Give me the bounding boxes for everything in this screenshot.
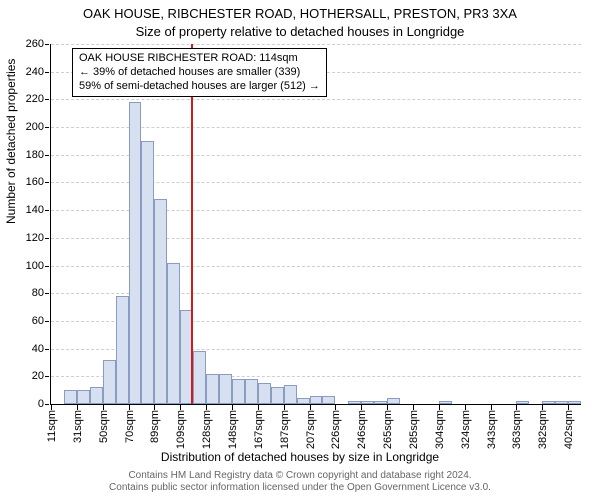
- x-tick-label: 11sqm: [46, 410, 58, 450]
- y-tick-label: 80: [16, 287, 44, 299]
- chart-container: OAK HOUSE, RIBCHESTER ROAD, HOTHERSALL, …: [0, 0, 600, 500]
- y-tick: [45, 127, 49, 128]
- x-tick-label: 207sqm: [305, 410, 317, 450]
- y-tick-label: 160: [16, 176, 44, 188]
- x-tick-label: 167sqm: [253, 410, 265, 450]
- y-tick: [45, 376, 49, 377]
- histogram-bar: [568, 401, 581, 404]
- histogram-bar: [141, 141, 154, 404]
- histogram-bar: [387, 398, 400, 404]
- y-tick-label: 140: [16, 204, 44, 216]
- histogram-bar: [64, 390, 77, 404]
- x-tick-label: 50sqm: [98, 410, 110, 450]
- histogram-bar: [374, 401, 387, 404]
- footer-line1: Contains HM Land Registry data © Crown c…: [128, 470, 471, 481]
- histogram-bar: [258, 383, 271, 404]
- title-subtitle: Size of property relative to detached ho…: [0, 24, 600, 39]
- annotation-line1: OAK HOUSE RIBCHESTER ROAD: 114sqm: [79, 52, 298, 64]
- y-tick: [45, 182, 49, 183]
- title-address: OAK HOUSE, RIBCHESTER ROAD, HOTHERSALL, …: [0, 6, 600, 21]
- histogram-bar: [167, 263, 180, 404]
- histogram-bar: [129, 102, 142, 404]
- histogram-bar: [245, 379, 258, 404]
- x-tick-label: 128sqm: [201, 410, 213, 450]
- gridline: [51, 99, 581, 100]
- y-tick: [45, 155, 49, 156]
- x-tick-label: 285sqm: [408, 410, 420, 450]
- y-tick-label: 120: [16, 232, 44, 244]
- x-tick-label: 246sqm: [356, 410, 368, 450]
- annotation-box: OAK HOUSE RIBCHESTER ROAD: 114sqm ← 39% o…: [72, 48, 327, 97]
- x-tick-label: 70sqm: [124, 410, 136, 450]
- x-tick-label: 343sqm: [486, 410, 498, 450]
- y-tick-label: 0: [16, 398, 44, 410]
- histogram-bar: [90, 387, 103, 404]
- x-axis-label: Distribution of detached houses by size …: [0, 450, 600, 464]
- y-tick: [45, 238, 49, 239]
- y-tick: [45, 44, 49, 45]
- histogram-bar: [154, 199, 167, 404]
- y-tick-label: 20: [16, 370, 44, 382]
- y-tick: [45, 349, 49, 350]
- histogram-bar: [103, 360, 116, 404]
- x-tick-label: 89sqm: [149, 410, 161, 450]
- annotation-line3: 59% of semi-detached houses are larger (…: [79, 80, 320, 92]
- x-tick-label: 31sqm: [72, 410, 84, 450]
- footer-copyright: Contains HM Land Registry data © Crown c…: [0, 470, 600, 494]
- x-tick-label: 148sqm: [227, 410, 239, 450]
- x-tick-label: 402sqm: [563, 410, 575, 450]
- histogram-bar: [232, 379, 245, 404]
- histogram-bar: [271, 387, 284, 404]
- y-tick: [45, 266, 49, 267]
- y-tick: [45, 321, 49, 322]
- y-tick-label: 240: [16, 66, 44, 78]
- histogram-bar: [206, 374, 219, 404]
- gridline: [51, 44, 581, 45]
- y-tick-label: 100: [16, 260, 44, 272]
- y-tick-label: 180: [16, 149, 44, 161]
- histogram-bar: [555, 401, 568, 404]
- y-tick-label: 40: [16, 343, 44, 355]
- x-tick-label: 382sqm: [537, 410, 549, 450]
- footer-line2: Contains public sector information licen…: [109, 482, 491, 493]
- histogram-bar: [322, 396, 335, 404]
- x-tick-label: 109sqm: [175, 410, 187, 450]
- histogram-bar: [284, 385, 297, 404]
- y-tick: [45, 293, 49, 294]
- x-tick-label: 265sqm: [382, 410, 394, 450]
- x-tick-label: 324sqm: [460, 410, 472, 450]
- x-tick-label: 187sqm: [279, 410, 291, 450]
- y-tick: [45, 72, 49, 73]
- histogram-bar: [348, 401, 361, 404]
- y-tick-label: 260: [16, 38, 44, 50]
- y-tick: [45, 404, 49, 405]
- y-axis-label: Number of detached properties: [4, 59, 18, 224]
- x-tick-label: 363sqm: [511, 410, 523, 450]
- histogram-bar: [116, 296, 129, 404]
- histogram-bar: [439, 401, 452, 404]
- y-tick: [45, 210, 49, 211]
- property-marker-line: [191, 44, 193, 404]
- y-tick: [45, 99, 49, 100]
- histogram-bar: [516, 401, 529, 404]
- histogram-bar: [542, 401, 555, 404]
- histogram-bar: [297, 398, 310, 404]
- x-tick-label: 226sqm: [330, 410, 342, 450]
- chart-plot-area: [50, 44, 581, 405]
- y-tick-label: 60: [16, 315, 44, 327]
- histogram-bar: [361, 401, 374, 404]
- histogram-bar: [310, 396, 323, 404]
- histogram-bar: [219, 374, 232, 404]
- histogram-bar: [77, 390, 90, 404]
- histogram-bar: [193, 351, 206, 404]
- y-tick-label: 220: [16, 93, 44, 105]
- x-tick-label: 304sqm: [434, 410, 446, 450]
- annotation-line2: ← 39% of detached houses are smaller (33…: [79, 66, 300, 78]
- y-tick-label: 200: [16, 121, 44, 133]
